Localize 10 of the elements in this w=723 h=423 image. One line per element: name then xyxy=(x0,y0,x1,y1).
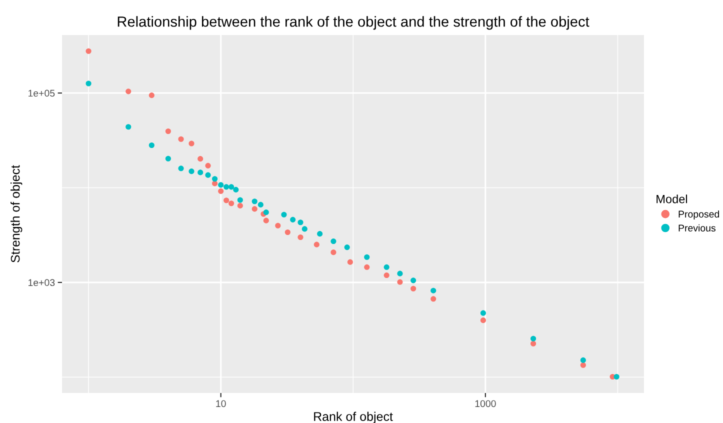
chart-title: Relationship between the rank of the object and the strength of the object xyxy=(118,16,590,30)
x-tick-label: 1000 xyxy=(475,400,496,408)
y-axis-title: Strength of object xyxy=(10,165,22,262)
x-axis-title: Rank of object xyxy=(314,412,393,423)
x-tick-label: 10 xyxy=(216,400,226,408)
legend-title: Model xyxy=(656,194,688,204)
y-tick-label: 1e+03 xyxy=(28,279,55,286)
legend-label: Previous xyxy=(678,224,716,232)
y-tick-label: 1e+05 xyxy=(28,90,55,97)
legend-label: Proposed xyxy=(678,210,720,220)
